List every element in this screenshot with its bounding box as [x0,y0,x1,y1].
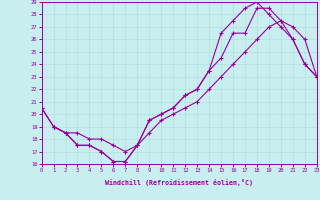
X-axis label: Windchill (Refroidissement éolien,°C): Windchill (Refroidissement éolien,°C) [105,179,253,186]
